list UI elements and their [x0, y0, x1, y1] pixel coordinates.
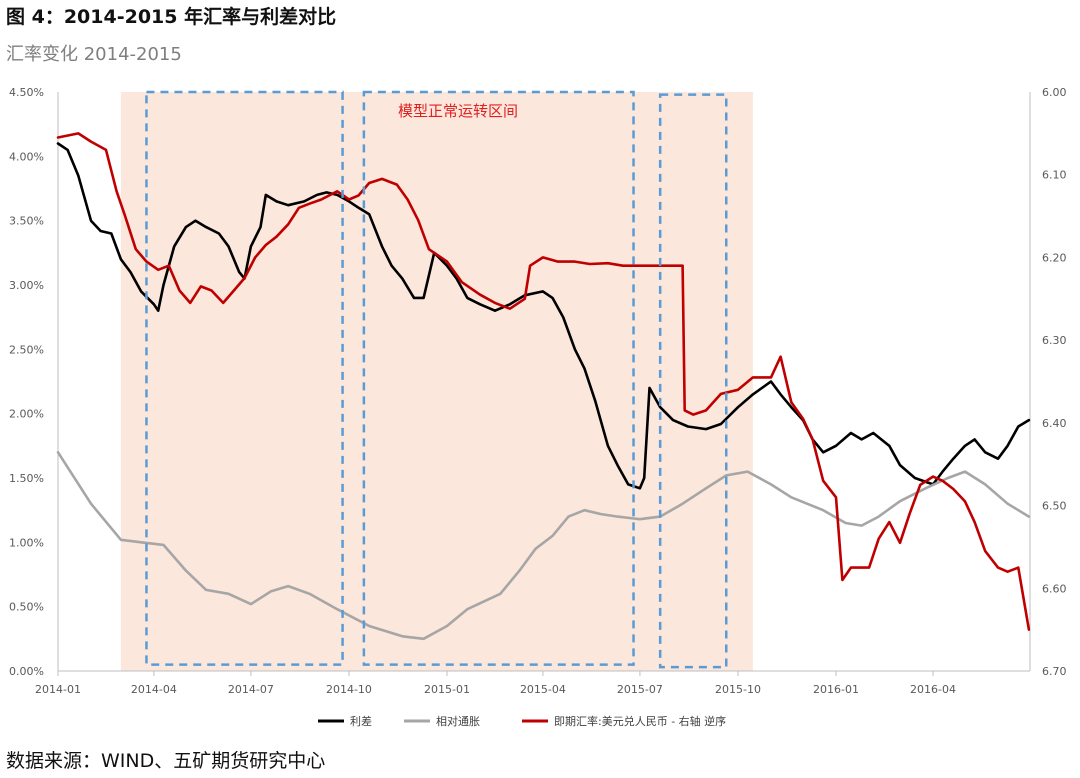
y-right-tick-label: 6.10 — [1042, 169, 1067, 182]
y-right-tick-label: 6.50 — [1042, 500, 1067, 513]
axes-layer: 0.00% 0.50% 1.00% 1.50% 2.00% 2.50% 3.00% 3.50%… — [9, 86, 1066, 696]
shaded-region — [120, 92, 753, 671]
dashed-box-3 — [658, 93, 728, 669]
chart-subtitle: 汇率变化 2014-2015 — [6, 44, 182, 65]
data-source: 数据来源：WIND、五矿期货研究中心 — [6, 750, 326, 772]
dashed-box-1 — [145, 90, 344, 666]
x-tick-label: 2015-10 — [715, 683, 761, 696]
x-tick-label: 2014-04 — [131, 683, 177, 696]
y-left-tick-label: 2.50% — [9, 343, 44, 356]
x-tick-label: 2015-07 — [617, 683, 663, 696]
series-line-3 — [56, 132, 1031, 631]
legend-label-3: 即期汇率:美元兑人民币 - 右轴 逆序 — [554, 714, 726, 728]
x-tick-label: 2014-07 — [228, 683, 274, 696]
y-right-tick-label: 6.00 — [1042, 86, 1067, 99]
x-tick-label: 2016-04 — [910, 683, 956, 696]
legend: 利差 相对通胀 即期汇率:美元兑人民币 - 右轴 逆序 — [318, 714, 726, 728]
y-left-tick-label: 4.50% — [9, 86, 44, 99]
series-layer — [56, 132, 1031, 641]
series-line-2 — [56, 451, 1031, 641]
y-left-tick-label: 0.50% — [9, 601, 44, 614]
dashed-boxes-layer — [145, 90, 728, 669]
y-right-tick-label: 6.40 — [1042, 417, 1067, 430]
y-right-tick-label: 6.60 — [1042, 582, 1067, 595]
x-tick-label: 2016-01 — [813, 683, 859, 696]
y-left-tick-label: 1.00% — [9, 536, 44, 549]
y-left-tick-label: 0.00% — [9, 665, 44, 678]
shaded-region-layer — [120, 92, 753, 671]
x-tick-label: 2014-10 — [326, 683, 372, 696]
y-right-tick-label: 6.20 — [1042, 251, 1067, 264]
y-left-tick-label: 3.50% — [9, 215, 44, 228]
x-tick-label: 2015-04 — [520, 683, 566, 696]
y-left-tick-label: 1.50% — [9, 472, 44, 485]
y-right-tick-label: 6.70 — [1042, 665, 1067, 678]
y-right-tick-label: 6.30 — [1042, 334, 1067, 347]
annotation-label: 模型正常运转区间 — [398, 102, 518, 120]
legend-label-2: 相对通胀 — [436, 714, 480, 728]
x-tick-label: 2015-01 — [424, 683, 470, 696]
legend-label-1: 利差 — [350, 714, 372, 728]
x-tick-label: 2014-01 — [35, 683, 81, 696]
figure-title: 图 4：2014-2015 年汇率与利差对比 — [6, 6, 337, 28]
y-left-tick-label: 3.00% — [9, 279, 44, 292]
series-line-1 — [56, 142, 1031, 490]
exchange-rate-chart: 0.00% 0.50% 1.00% 1.50% 2.00% 2.50% 3.00% 3.50%… — [9, 86, 1066, 728]
y-left-tick-label: 4.00% — [9, 150, 44, 163]
chart-container: 0.00% 0.50% 1.00% 1.50% 2.00% 2.50% 3.00% 3.50%… — [0, 78, 1080, 738]
y-left-tick-label: 2.00% — [9, 408, 44, 421]
